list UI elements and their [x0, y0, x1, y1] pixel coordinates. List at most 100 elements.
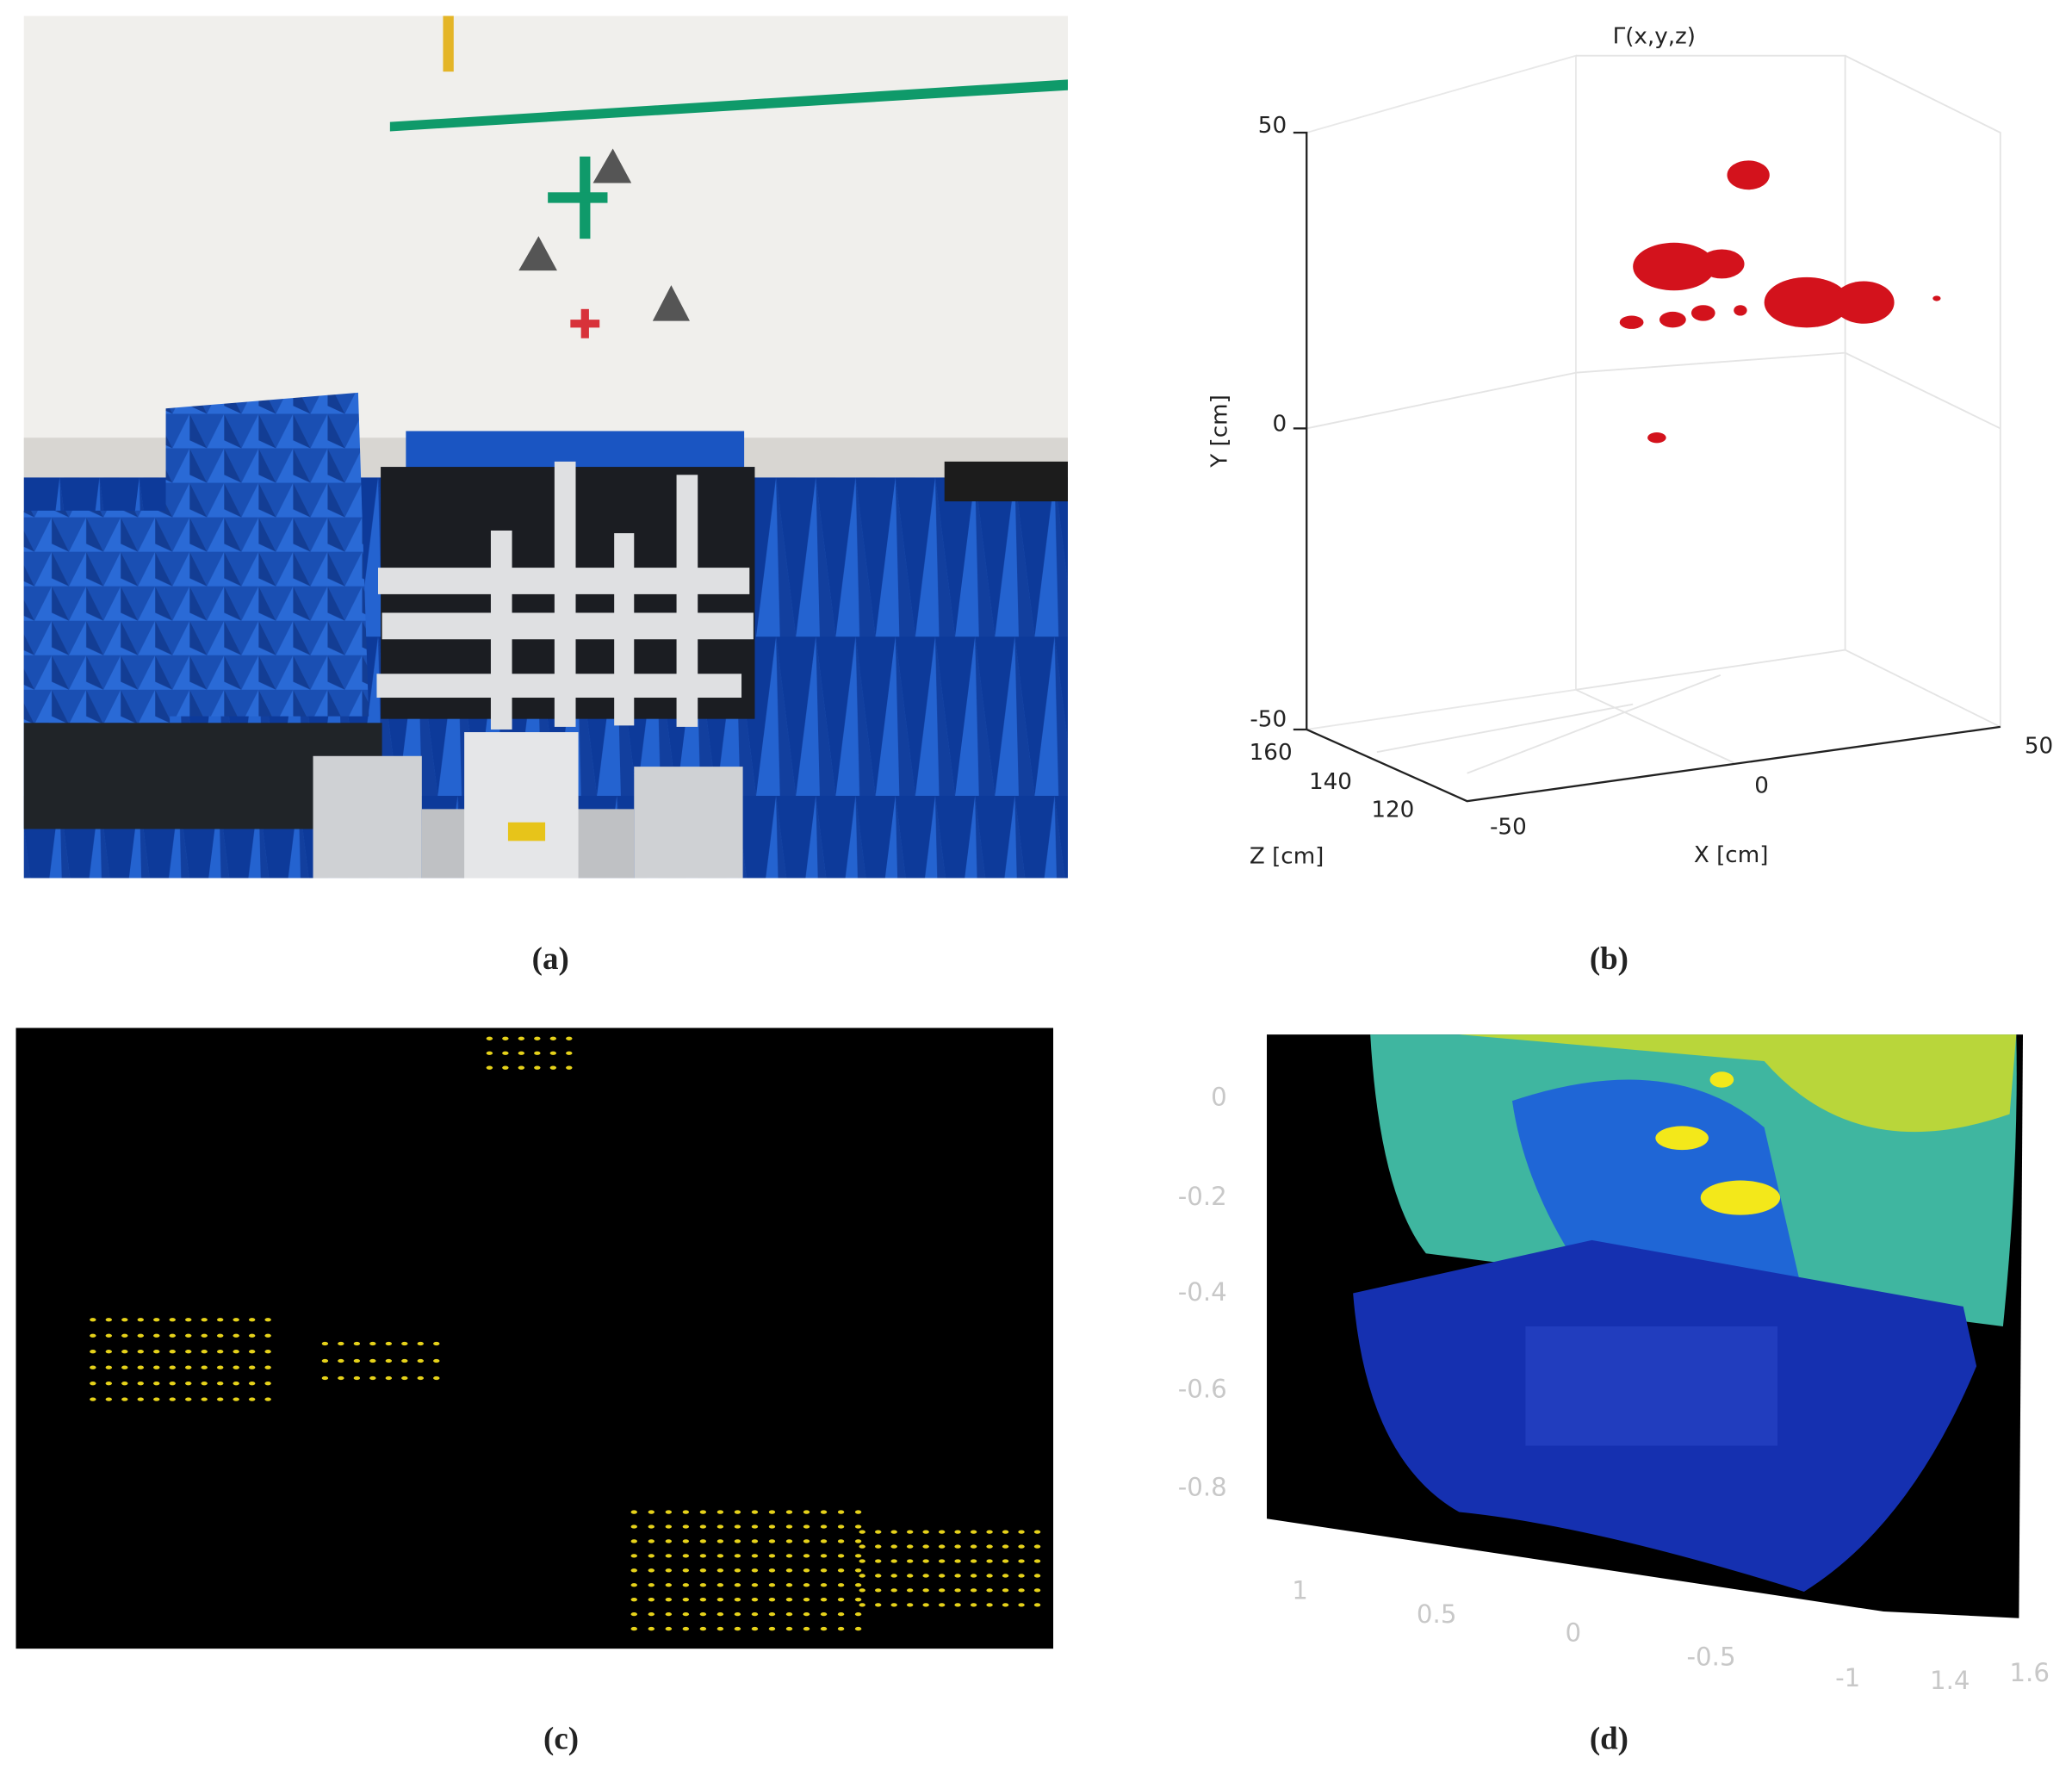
- point: [121, 1318, 128, 1322]
- point: [875, 1603, 882, 1607]
- point: [890, 1603, 897, 1607]
- tick-label: 160: [1250, 740, 1293, 766]
- point: [820, 1583, 828, 1587]
- point: [785, 1611, 793, 1617]
- point: [665, 1510, 673, 1514]
- point: [486, 1065, 493, 1070]
- point: [837, 1583, 845, 1587]
- point: [717, 1611, 724, 1617]
- point: [890, 1530, 897, 1534]
- point: [768, 1539, 776, 1543]
- point: [216, 1397, 224, 1401]
- photo-a: [23, 16, 1068, 879]
- point: [216, 1350, 224, 1354]
- tick-label: 0: [1566, 1618, 1582, 1648]
- point: [201, 1397, 208, 1401]
- point: [105, 1350, 113, 1354]
- point: [321, 1341, 329, 1346]
- point: [875, 1559, 882, 1563]
- point: [970, 1544, 977, 1549]
- tick-label: 0.5: [1417, 1599, 1457, 1629]
- point: [201, 1365, 208, 1369]
- point: [105, 1397, 113, 1401]
- point: [906, 1530, 914, 1534]
- point: [185, 1397, 192, 1401]
- point: [433, 1341, 440, 1346]
- point: [665, 1598, 673, 1602]
- point: [954, 1530, 961, 1534]
- point: [922, 1530, 929, 1534]
- point: [986, 1559, 993, 1563]
- point: [185, 1382, 192, 1386]
- point: [854, 1554, 862, 1558]
- point: [185, 1350, 192, 1354]
- point: [768, 1525, 776, 1529]
- point: [854, 1611, 862, 1617]
- tick-label: 0: [1272, 411, 1287, 437]
- point: [518, 1065, 525, 1070]
- point: [153, 1350, 160, 1354]
- point: [401, 1375, 408, 1381]
- point: [837, 1510, 845, 1514]
- point: [820, 1598, 828, 1602]
- point: [1002, 1603, 1009, 1607]
- point: [233, 1397, 239, 1401]
- point: [1018, 1559, 1025, 1563]
- point: [648, 1611, 655, 1617]
- axis-label: X [cm]: [1694, 842, 1769, 868]
- point: [105, 1365, 113, 1369]
- tick-label: -0.2: [1178, 1182, 1227, 1211]
- point: [803, 1568, 810, 1573]
- point: [938, 1574, 946, 1578]
- point: [1033, 1544, 1041, 1549]
- point: [785, 1525, 793, 1529]
- point: [233, 1318, 239, 1322]
- panel-label: (d): [1590, 1720, 1628, 1756]
- point: [938, 1530, 946, 1534]
- point: [233, 1382, 239, 1386]
- point: [699, 1611, 707, 1617]
- point: [699, 1510, 707, 1514]
- point: [338, 1375, 344, 1381]
- point: [854, 1568, 862, 1573]
- point-clusters: [90, 1036, 1041, 1631]
- point: [1018, 1603, 1025, 1607]
- point: [264, 1318, 271, 1322]
- point: [648, 1525, 655, 1529]
- point: [734, 1598, 741, 1602]
- point: [534, 1065, 541, 1070]
- point: [970, 1559, 977, 1563]
- point: [264, 1397, 271, 1401]
- point: [630, 1554, 637, 1558]
- point: [970, 1603, 977, 1607]
- point: [875, 1544, 882, 1549]
- point: [699, 1598, 707, 1602]
- point: [803, 1583, 810, 1587]
- tick-label: -0.4: [1178, 1277, 1227, 1307]
- point: [820, 1626, 828, 1631]
- point: [534, 1036, 541, 1040]
- point: [751, 1626, 759, 1631]
- point: [321, 1375, 329, 1381]
- point: [630, 1598, 637, 1602]
- point: [922, 1603, 929, 1607]
- point: [353, 1375, 361, 1381]
- point: [803, 1539, 810, 1543]
- point: [248, 1382, 256, 1386]
- point: [699, 1525, 707, 1529]
- point: [105, 1333, 113, 1338]
- point: [768, 1510, 776, 1514]
- point: [169, 1382, 176, 1386]
- point: [486, 1036, 493, 1040]
- point: [986, 1544, 993, 1549]
- point: [699, 1583, 707, 1587]
- axis-label: Y [cm]: [1207, 394, 1233, 469]
- point: [153, 1397, 160, 1401]
- point: [201, 1382, 208, 1386]
- point: [854, 1510, 862, 1514]
- point: [121, 1382, 128, 1386]
- point: [734, 1510, 741, 1514]
- tick-label: 140: [1309, 769, 1352, 795]
- point: [751, 1598, 759, 1602]
